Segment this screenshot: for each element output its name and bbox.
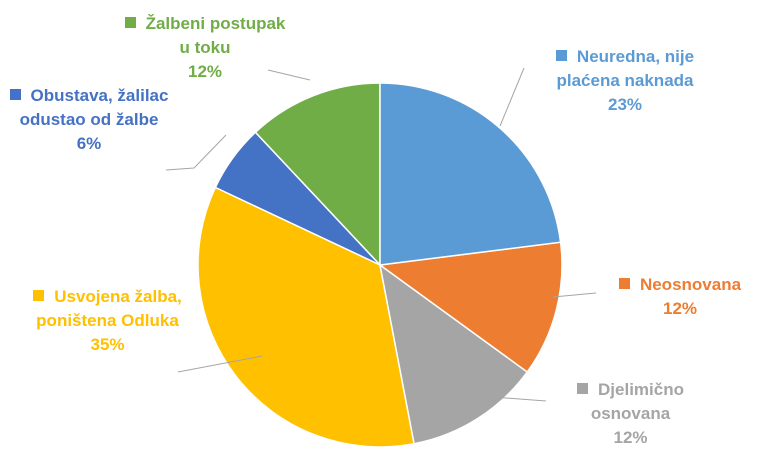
pie-slice [254,82,381,267]
leader-line [165,134,227,171]
leader-lines [165,67,597,402]
pie-slice [378,241,563,374]
legend-marker [618,278,630,289]
leader-line [552,292,597,298]
data-label: Neosnovana 12% [595,273,765,321]
leader-line [499,67,525,127]
data-label: Neuredna, nije plaćena naknada 23% [545,45,705,117]
data-label: Obustava, žalilac odustao od žalbe 6% [5,84,173,156]
pie-slice [379,82,562,266]
value-label: 12% [187,62,223,81]
legend-marker [9,89,21,100]
data-label: Usvojena žalba, poništena Odluka 35% [25,285,190,357]
legend-marker [555,50,567,61]
category-label: Neosnovana [639,275,742,294]
category-label: Obustava, žalilac odustao od žalbe [19,86,169,129]
value-label: 12% [662,299,698,318]
category-label: Usvojena žalba, poništena Odluka [36,287,182,330]
data-label: Žalbeni postupak u toku 12% [120,12,290,84]
pie-slice [378,263,529,445]
category-label: Žalbeni postupak u toku [145,14,286,57]
leader-line [479,395,547,402]
legend-marker [33,290,45,301]
value-label: 12% [613,428,648,447]
leader-line [177,355,263,373]
value-label: 23% [607,95,643,114]
pie-slice [197,186,415,448]
category-label: Neuredna, nije plaćena naknada [556,47,695,90]
leader-line [267,69,311,81]
value-label: 35% [90,335,125,354]
legend-marker [577,383,589,394]
data-label: Djelimično osnovana 12% [548,378,713,450]
category-label: Djelimično osnovana [590,380,684,423]
value-label: 6% [76,134,102,153]
legend-marker [124,17,136,28]
